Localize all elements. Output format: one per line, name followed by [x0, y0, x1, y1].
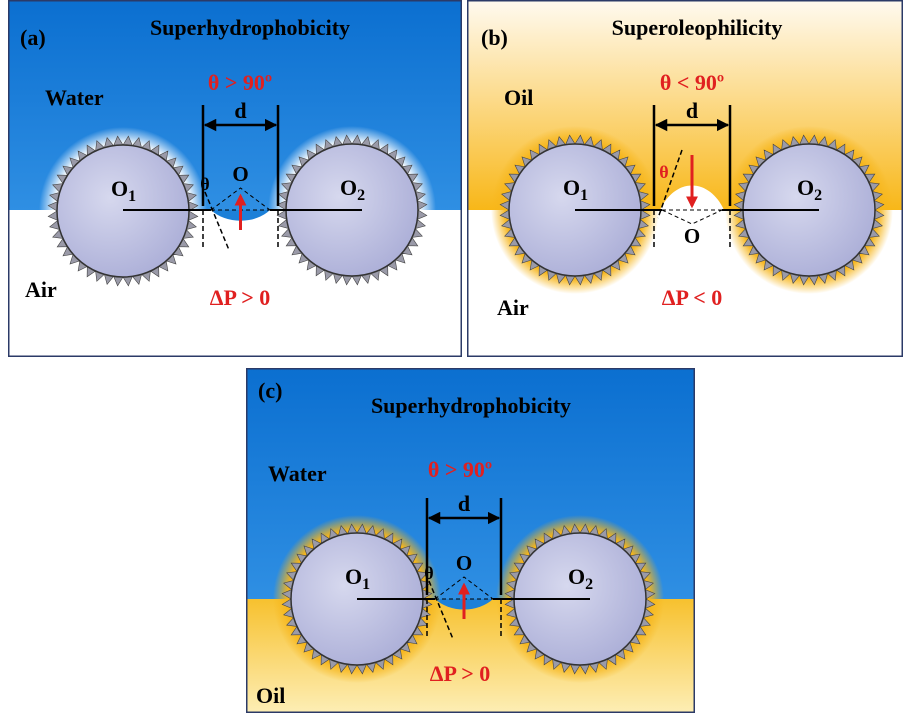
- panel-label: (a): [20, 25, 46, 50]
- diagram: O1O2dOθ(a)SuperhydrophobicityWaterAirθ >…: [0, 0, 903, 713]
- sphere-label-base: O: [340, 175, 357, 200]
- sphere-label-sub: 1: [362, 576, 370, 593]
- angle-condition: θ < 90º: [660, 70, 724, 95]
- sphere-label-base: O: [111, 176, 128, 201]
- sphere-label-sub: 1: [580, 187, 588, 204]
- sphere-label-base: O: [797, 175, 814, 200]
- bottom-medium-label: Oil: [256, 683, 285, 708]
- panel-title: Superhydrophobicity: [371, 393, 571, 418]
- distance-label: d: [458, 491, 470, 516]
- angle-symbol: θ: [200, 174, 209, 194]
- sphere-label-base: O: [568, 564, 585, 589]
- panel-label: (b): [481, 25, 508, 50]
- sphere-label-sub: 2: [814, 187, 822, 204]
- distance-label: d: [234, 98, 246, 123]
- pressure-condition: ΔP > 0: [430, 661, 491, 686]
- sphere-label-sub: 1: [128, 188, 136, 205]
- center-label: O: [232, 162, 248, 186]
- top-medium-label: Oil: [504, 85, 533, 110]
- angle-symbol: θ: [424, 563, 433, 583]
- center-label: O: [456, 551, 472, 575]
- top-medium-label: Water: [45, 85, 104, 110]
- panel-title: Superoleophilicity: [612, 15, 783, 40]
- panel-label: (c): [258, 378, 282, 403]
- sphere-label-base: O: [345, 564, 362, 589]
- distance-label: d: [686, 98, 698, 123]
- pressure-condition: ΔP > 0: [210, 285, 271, 310]
- angle-condition: θ > 90º: [208, 70, 272, 95]
- angle-symbol: θ: [659, 162, 668, 182]
- center-label: O: [684, 224, 700, 248]
- panel-title: Superhydrophobicity: [150, 15, 350, 40]
- sphere-label-base: O: [563, 175, 580, 200]
- sphere-label-sub: 2: [357, 187, 365, 204]
- pressure-condition: ΔP < 0: [662, 285, 723, 310]
- sphere-label-sub: 2: [585, 576, 593, 593]
- bottom-medium-label: Air: [497, 295, 529, 320]
- top-medium-label: Water: [268, 461, 327, 486]
- angle-condition: θ > 90º: [428, 457, 492, 482]
- bottom-medium-label: Air: [25, 277, 57, 302]
